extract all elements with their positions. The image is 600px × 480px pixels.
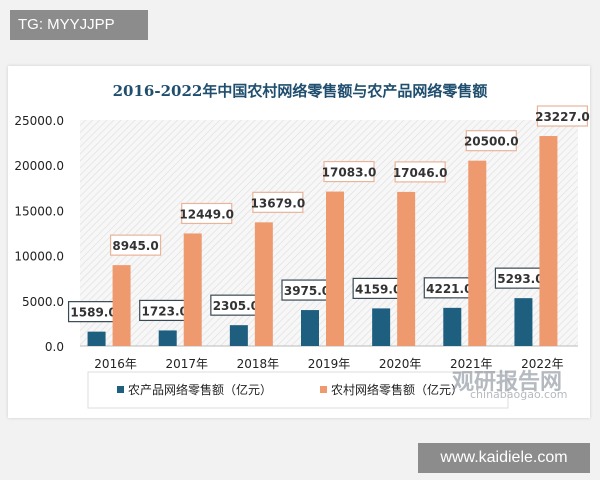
data-label-box <box>394 161 446 183</box>
x-tick-label: 2022年 <box>521 357 564 371</box>
legend-box <box>87 371 509 409</box>
x-tick-label: 2020年 <box>379 357 422 371</box>
x-tick-label: 2021年 <box>450 357 493 371</box>
watermark-logo: 观研报告网 <box>452 370 563 395</box>
bar-agri <box>301 310 319 346</box>
x-tick-label: 2016年 <box>94 357 137 371</box>
bar-rural <box>397 191 416 346</box>
data-label-box <box>181 202 233 225</box>
data-label-box <box>323 160 375 183</box>
data-label: 20500.0 <box>464 135 519 149</box>
bar-rural <box>326 191 344 346</box>
data-label: 8945.0 <box>112 239 158 253</box>
y-tick-label: 25000.0 <box>14 114 64 128</box>
y-tick-label: 20000.0 <box>14 159 64 173</box>
y-tick-label: 10000.0 <box>14 250 64 264</box>
data-label: 4159.0 <box>355 282 401 296</box>
x-tick-label: 2017年 <box>165 357 208 371</box>
tag-label: TG: MYYJJPP <box>10 10 148 40</box>
y-tick-label: 15000.0 <box>14 204 64 218</box>
data-label: 12449.0 <box>179 207 234 221</box>
data-label: 2305.0 <box>213 299 259 313</box>
bar-agri <box>443 307 462 346</box>
bar-agri <box>158 330 177 346</box>
bar-rural <box>112 265 131 346</box>
data-label-box <box>536 105 589 127</box>
bar-rural <box>539 136 558 346</box>
data-label: 17046.0 <box>393 166 448 180</box>
legend-swatch <box>117 386 124 393</box>
bar-agri <box>372 308 391 346</box>
watermark-url: chinabaogao.com <box>470 388 568 401</box>
y-tick-label: 5000.0 <box>22 295 64 309</box>
data-label-box <box>465 130 517 152</box>
bar-rural <box>254 222 273 346</box>
data-label-box <box>252 191 304 213</box>
legend-label: 农产品网络零售额（亿元） <box>128 382 272 397</box>
bar-agri <box>87 331 106 346</box>
site-label: www.kaidiele.com <box>418 443 590 473</box>
bar-agri <box>514 298 533 346</box>
data-label: 1723.0 <box>142 304 188 318</box>
y-tick-label: 0.0 <box>45 340 64 354</box>
data-label: 3975.0 <box>284 284 330 298</box>
data-label-box <box>109 234 162 256</box>
chart-title: 2016-2022年中国农村网络零售额与农产品网络零售额 <box>113 82 488 100</box>
bar-rural <box>468 160 487 346</box>
x-tick-label: 2018年 <box>237 357 280 371</box>
bar-agri <box>229 325 248 346</box>
data-label: 13679.0 <box>251 196 306 210</box>
legend-swatch <box>320 386 327 393</box>
x-tick-label: 2019年 <box>308 357 351 371</box>
bar-rural <box>183 233 202 346</box>
data-label: 4221.0 <box>426 282 472 296</box>
legend-label: 农村网络零售额（亿元） <box>331 382 463 397</box>
data-label: 17083.0 <box>322 166 377 180</box>
data-label: 5293.0 <box>497 272 543 286</box>
data-label: 1589.0 <box>70 306 116 320</box>
data-label: 23227.0 <box>535 110 590 124</box>
